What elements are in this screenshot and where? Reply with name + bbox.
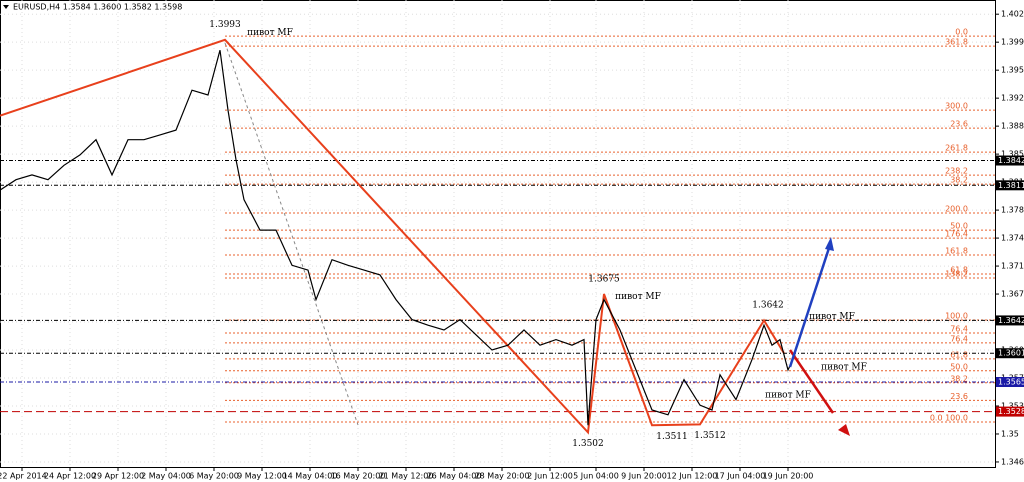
trend-line	[224, 42, 359, 426]
x-tick-label: 26 May 04:00	[427, 472, 482, 481]
annotation: пивот MF	[809, 312, 855, 322]
x-tick-label: 9 Jun 20:00	[621, 472, 667, 481]
price-tag-label: 1.3565	[998, 378, 1024, 387]
x-tick-label: 17 Jun 04:00	[715, 472, 766, 481]
fib-label: 0.0	[955, 28, 968, 37]
x-tick-label: 6 May 20:00	[189, 472, 239, 481]
x-tick-label: 12 Jun 12:00	[667, 472, 718, 481]
y-tick-label: 1.35	[1001, 429, 1019, 438]
y-tick-label: 1.3675	[1001, 290, 1024, 299]
y-tick-label: 1.3885	[1001, 122, 1024, 131]
price-tag	[996, 406, 1024, 417]
x-tick-label: 9 May 12:00	[237, 472, 287, 481]
price-tag-label: 1.3811	[998, 181, 1024, 190]
price-tag-label: 1.3842	[998, 156, 1024, 165]
annotation: 1.3502	[572, 439, 604, 449]
x-tick-label: 14 May 04:00	[283, 472, 338, 481]
fib-label: 238.2	[945, 167, 968, 176]
y-tick-label: 1.3955	[1001, 66, 1024, 75]
price-tag	[996, 348, 1024, 359]
fib-label: 50.0	[950, 362, 968, 371]
annotation: пивот MF	[765, 390, 811, 400]
annotation: пивот MF	[615, 292, 661, 302]
down-arrow	[788, 349, 835, 414]
fib-label: 138.2	[945, 270, 968, 279]
fib-label: 261.8	[945, 144, 968, 153]
y-tick-label: 1.399	[1001, 38, 1024, 47]
fib-label: 100.0	[945, 312, 968, 321]
fib-label: 176.4	[945, 230, 968, 239]
y-tick-label: 1.392	[1001, 94, 1024, 103]
price-tag	[996, 180, 1024, 191]
x-tick-label: 22 Apr 2014	[0, 472, 47, 481]
annotation: пивот MF	[821, 362, 867, 372]
x-tick-label: 28 May 20:00	[475, 472, 530, 481]
fib-label: 361.8	[945, 38, 968, 47]
menu-icon	[3, 5, 9, 9]
plot-frame	[0, 0, 996, 468]
annotation: 1.3511	[656, 432, 688, 442]
annotation: 1.3642	[752, 301, 784, 311]
annotation: 1.3993	[209, 20, 241, 30]
y-tick-label: 1.3745	[1001, 234, 1024, 243]
x-tick-label: 16 May 20:00	[331, 472, 386, 481]
x-tick-label: 24 Apr 12:00	[44, 472, 96, 481]
up-arrow	[788, 244, 832, 368]
price-tag	[996, 315, 1024, 326]
fib-label: 23.6	[950, 392, 968, 401]
y-tick-label: 1.3465	[1001, 457, 1024, 466]
fib-label: 61.8	[950, 350, 968, 359]
annotation: 1.3512	[694, 431, 726, 441]
x-tick-label: 5 Jun 04:00	[573, 472, 619, 481]
layer: 0.0361.8300.023.6261.8238.238.2200.050.0…	[0, 0, 995, 467]
x-tick-label: 29 Apr 12:00	[92, 472, 144, 481]
x-tick-label: 2 Jun 12:00	[527, 472, 573, 481]
fib-label: 300.0	[945, 102, 968, 111]
x-tick-label: 19 Jun 20:00	[763, 472, 814, 481]
fib-label: 200.0	[945, 205, 968, 214]
fib-label: 76.4	[950, 324, 968, 333]
price-tag-label: 1.3642	[998, 316, 1024, 325]
price-tag	[996, 377, 1024, 388]
fib-label: 161.8	[945, 247, 968, 256]
y-tick-label: 1.378	[1001, 206, 1024, 215]
fib-label: 23.6	[950, 120, 968, 129]
y-tick-label: 1.371	[1001, 262, 1024, 271]
price-tag-label: 1.3528	[998, 407, 1024, 416]
up-arrowhead	[825, 237, 834, 251]
fib-label: 50.0	[950, 222, 968, 231]
fib-label: 38.2	[950, 176, 968, 185]
down-arrowhead	[838, 424, 850, 436]
chart-title: EURUSD,H4 1.3584 1.3600 1.3582 1.3598	[13, 3, 182, 12]
fib-label: 76.4	[950, 334, 968, 343]
y-tick-label: 1.4025	[1001, 10, 1024, 19]
x-tick-label: 2 May 04:00	[141, 472, 191, 481]
fib-label: 61.8	[950, 266, 968, 275]
y-tick-label: 1.3535	[1001, 401, 1024, 410]
x-tick-label: 21 May 12:00	[379, 472, 434, 481]
fib-label: 38.2	[950, 374, 968, 383]
annotation: пивот MF	[247, 28, 293, 38]
price-tag	[996, 155, 1024, 166]
price-line	[0, 50, 796, 426]
fib-label: 0.0 100.0	[930, 413, 968, 422]
annotation: 1.3675	[588, 274, 620, 284]
price-tag-label: 1.3601	[998, 349, 1024, 358]
zigzag	[0, 38, 785, 435]
y-tick-label: 1.385	[1001, 150, 1024, 159]
